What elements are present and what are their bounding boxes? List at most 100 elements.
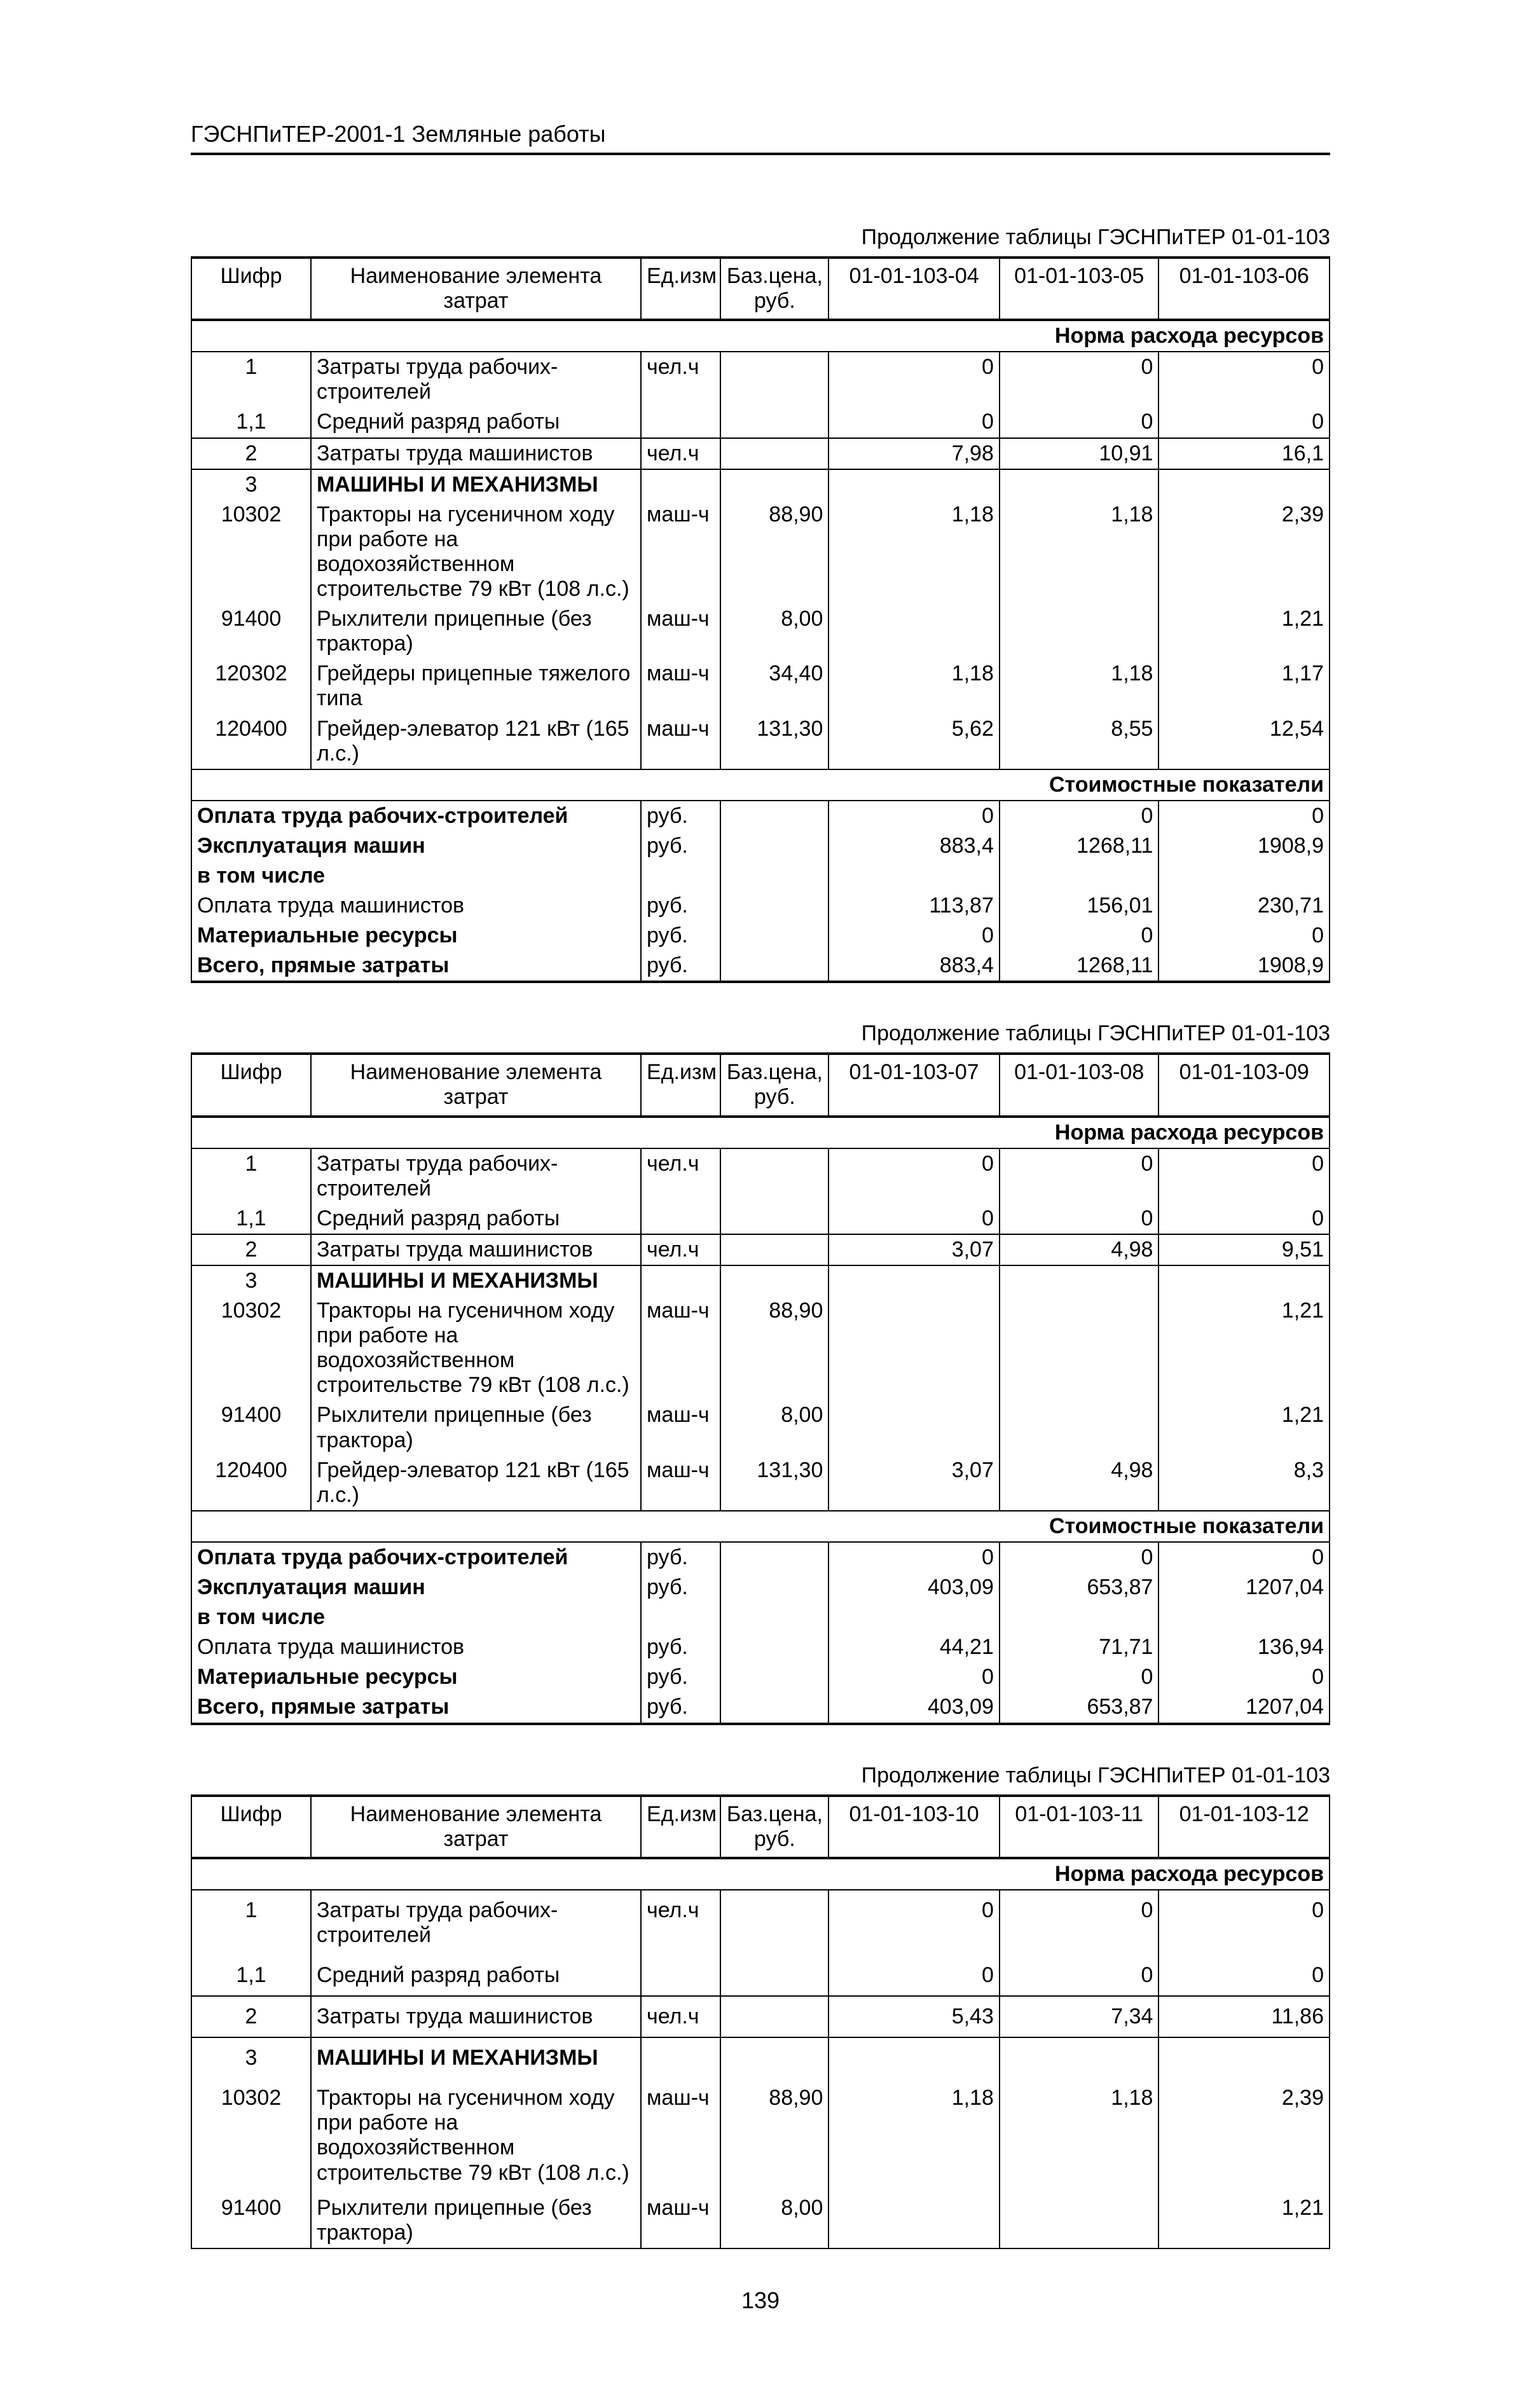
cell	[828, 1400, 1000, 1455]
cell: 1	[191, 352, 311, 407]
cell: 1,18	[1000, 500, 1159, 604]
cell: 0	[1158, 1542, 1330, 1573]
section-caption-norm: Норма расхода ресурсов	[191, 1117, 1330, 1148]
cell: руб.	[641, 801, 720, 831]
section-caption-cost: Стоимостные показатели	[191, 769, 1330, 801]
cell: 3	[191, 469, 311, 500]
cell: 9,51	[1158, 1234, 1330, 1265]
cell: 1207,04	[1158, 1573, 1330, 1602]
cell: 1,18	[1000, 659, 1159, 713]
cell	[720, 352, 828, 407]
cell: Рыхлители прицепные (без трактора)	[311, 2193, 641, 2248]
cell: 8,3	[1158, 1456, 1330, 1511]
table-row: 10302Тракторы на гусеничном ходу при раб…	[191, 1296, 1330, 1400]
cost-table: ШифрНаименование элемента затратЕд.измБа…	[191, 1052, 1330, 1725]
cell	[1158, 2037, 1330, 2078]
cell: 1,17	[1158, 659, 1330, 713]
cell: 10302	[191, 500, 311, 604]
cell: 1908,9	[1158, 951, 1330, 982]
table-row: в том числе	[191, 861, 1330, 891]
cell: 120400	[191, 714, 311, 769]
table-row: 1,1Средний разряд работы000	[191, 407, 1330, 437]
cell: 883,4	[828, 831, 1000, 861]
cell: руб.	[641, 1692, 720, 1723]
cell	[1158, 469, 1330, 500]
cell: руб.	[641, 1632, 720, 1662]
cell: 1268,11	[1000, 831, 1159, 861]
cell: чел.ч	[641, 1996, 720, 2037]
cell	[720, 1692, 828, 1723]
cell: Рыхлители прицепные (без трактора)	[311, 604, 641, 659]
cell: 1,21	[1158, 604, 1330, 659]
cell: 0	[1158, 1955, 1330, 1996]
cell: 88,90	[720, 500, 828, 604]
cell: Затраты труда рабочих-строителей	[311, 352, 641, 407]
cell: 1268,11	[1000, 951, 1159, 982]
cell: Всего, прямые затраты	[191, 1692, 641, 1723]
cell	[641, 1204, 720, 1234]
cell: 0	[828, 1204, 1000, 1234]
column-header: Наименование элемента затрат	[311, 258, 641, 320]
cell: Затраты труда рабочих-строителей	[311, 1890, 641, 1955]
cell: Рыхлители прицепные (без трактора)	[311, 1400, 641, 1455]
cell: маш-ч	[641, 659, 720, 713]
table-row: 91400Рыхлители прицепные (без трактора)м…	[191, 2193, 1330, 2248]
table-row: 1Затраты труда рабочих-строителейчел.ч00…	[191, 352, 1330, 407]
cell: 0	[1000, 1955, 1159, 1996]
cell: 1,18	[1000, 2078, 1159, 2193]
cell	[720, 1632, 828, 1662]
cell: 1,18	[828, 500, 1000, 604]
cell	[1000, 1602, 1159, 1632]
cell	[720, 1234, 828, 1265]
column-header: Баз.цена, руб.	[720, 258, 828, 320]
cell: 71,71	[1000, 1632, 1159, 1662]
table-row: Оплата труда рабочих-строителейруб.000	[191, 801, 1330, 831]
cell: 3	[191, 1265, 311, 1296]
cell	[1000, 1296, 1159, 1400]
cell: Средний разряд работы	[311, 407, 641, 437]
cell	[720, 469, 828, 500]
cell	[720, 1890, 828, 1955]
cell	[720, 1955, 828, 1996]
cell: 0	[1000, 1542, 1159, 1573]
cell: 0	[828, 1148, 1000, 1204]
table-row: 3МАШИНЫ И МЕХАНИЗМЫ	[191, 469, 1330, 500]
cell	[720, 407, 828, 437]
cell: 0	[828, 1890, 1000, 1955]
cell: 3,07	[828, 1234, 1000, 1265]
table-row: 2Затраты труда машинистовчел.ч5,437,3411…	[191, 1996, 1330, 2037]
cell: 0	[1000, 352, 1159, 407]
cell: 0	[1000, 921, 1159, 951]
cell	[828, 861, 1000, 891]
cell: 0	[1158, 1890, 1330, 1955]
cost-table: ШифрНаименование элемента затратЕд.измБа…	[191, 1794, 1330, 2249]
cell: 0	[1000, 1662, 1159, 1692]
cell: 1,21	[1158, 1400, 1330, 1455]
cell	[720, 1542, 828, 1573]
cell: 0	[1000, 407, 1159, 437]
column-header: 01-01-103-07	[828, 1054, 1000, 1116]
cell: руб.	[641, 1573, 720, 1602]
column-header: 01-01-103-09	[1158, 1054, 1330, 1116]
continuation-caption: Продолжение таблицы ГЭСНПиТЕР 01-01-103	[191, 1763, 1330, 1788]
cell: 4,98	[1000, 1456, 1159, 1511]
cell: Грейдеры прицепные тяжелого типа	[311, 659, 641, 713]
table-row: 10302Тракторы на гусеничном ходу при раб…	[191, 500, 1330, 604]
cell: Оплата труда машинистов	[191, 1632, 641, 1662]
cell: 1,18	[828, 659, 1000, 713]
cell: Эксплуатация машин	[191, 831, 641, 861]
cell: 0	[1000, 1204, 1159, 1234]
table-row: в том числе	[191, 1602, 1330, 1632]
cell: 1,1	[191, 1955, 311, 1996]
cell: Оплата труда рабочих-строителей	[191, 801, 641, 831]
cell	[720, 1573, 828, 1602]
cell: 0	[828, 407, 1000, 437]
cell: 0	[1000, 1890, 1159, 1955]
column-header: Наименование элемента затрат	[311, 1796, 641, 1858]
cell: Затраты труда рабочих-строителей	[311, 1148, 641, 1204]
cell: 91400	[191, 1400, 311, 1455]
cell: 1207,04	[1158, 1692, 1330, 1723]
tables-container: Продолжение таблицы ГЭСНПиТЕР 01-01-103 Ш…	[191, 225, 1330, 2249]
cell: руб.	[641, 831, 720, 861]
cell	[1000, 1265, 1159, 1296]
